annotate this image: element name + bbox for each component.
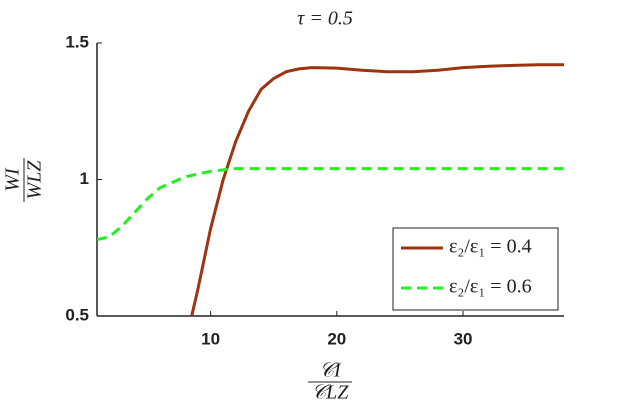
y-label-denominator: WLZ — [24, 160, 46, 200]
x-tick-label: 20 — [327, 329, 346, 348]
chart-title: τ = 0.5 — [297, 8, 353, 30]
x-tick-label: 30 — [454, 329, 473, 348]
x-label: 𝒞I 𝒞LZ — [308, 360, 352, 404]
legend-label: ε₂/ε₁ = 0.4 — [449, 236, 532, 258]
y-tick-label: 1 — [80, 169, 89, 188]
x-label-numerator: 𝒞I — [319, 360, 342, 382]
x-label-denominator: 𝒞LZ — [312, 382, 350, 404]
legend-box — [392, 227, 559, 311]
y-label: WI WLZ — [2, 158, 46, 202]
y-tick-label: 0.5 — [65, 305, 89, 324]
y-label-numerator: WI — [2, 167, 24, 192]
legend: ε₂/ε₁ = 0.4 ε₂/ε₁ = 0.6 — [392, 227, 559, 311]
x-tick-label: 10 — [201, 329, 220, 348]
plot-area — [97, 63, 564, 316]
y-tick-label: 1.5 — [65, 32, 89, 51]
legend-label: ε₂/ε₁ = 0.6 — [449, 276, 532, 298]
series-line — [97, 167, 564, 242]
series-line — [190, 63, 564, 316]
